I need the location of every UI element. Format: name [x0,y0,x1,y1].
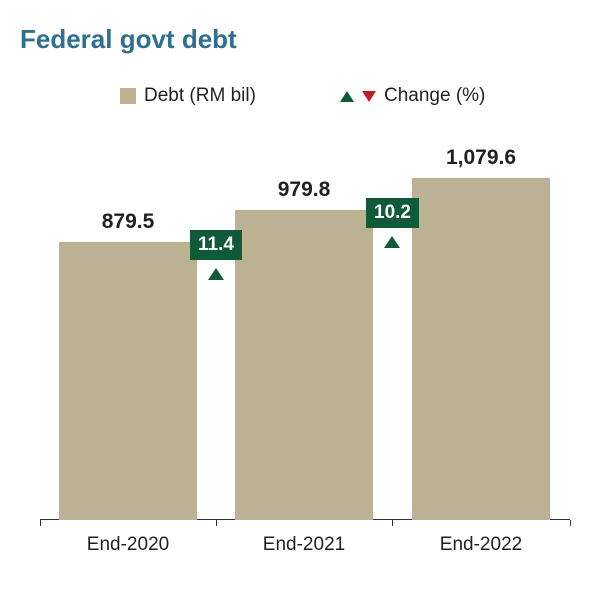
bar [235,210,373,520]
legend-debt-label: Debt (RM bil) [144,85,256,107]
axis-tick [216,520,217,526]
chart-title: Federal govt debt [20,24,237,55]
bar-value-label: 979.8 [244,178,364,202]
legend-down-icon [362,91,376,102]
bar [59,242,197,521]
axis-tick [392,520,393,526]
bar-value-label: 879.5 [68,210,188,234]
bar [412,178,550,520]
change-up-icon [384,236,400,248]
legend-up-icon [340,91,354,102]
x-axis-label: End-2020 [58,534,198,556]
legend-debt-swatch [120,88,136,104]
change-badge: 10.2 [366,198,419,228]
x-axis-label: End-2022 [411,534,551,556]
legend-change-label: Change (%) [384,85,485,107]
axis-tick [570,520,571,526]
legend-change: Change (%) [340,85,485,107]
axis-tick [40,520,41,526]
change-up-icon [208,268,224,280]
x-axis-label: End-2021 [234,534,374,556]
chart-area: 879.5End-2020979.8End-20211,079.6End-202… [40,140,570,520]
bar-value-label: 1,079.6 [421,146,541,170]
legend-debt: Debt (RM bil) [120,85,256,107]
change-badge: 11.4 [190,230,242,260]
